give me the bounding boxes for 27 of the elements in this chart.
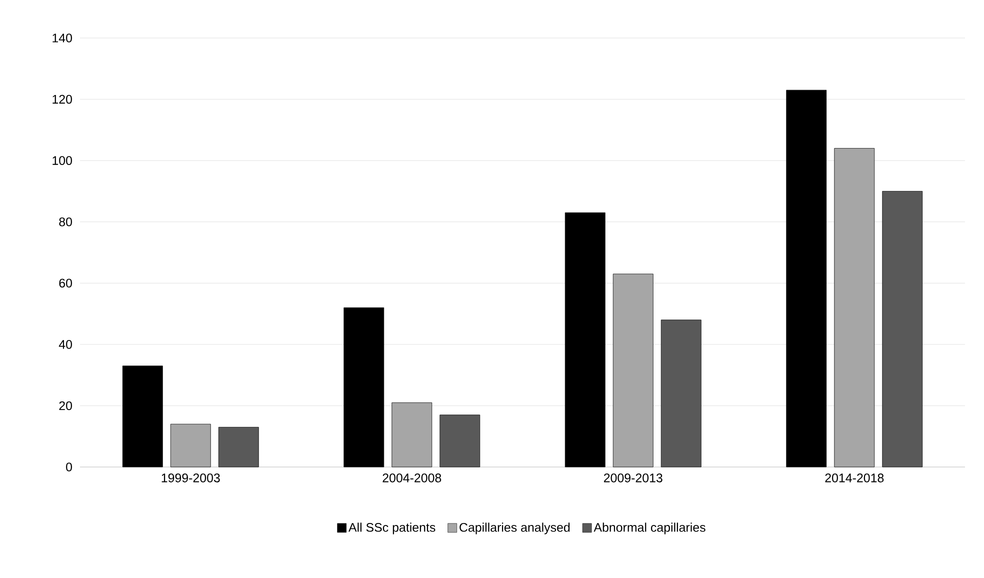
y-tick-label: 80 [59,217,72,226]
bar [882,191,923,468]
y-tick-label: 120 [52,94,72,104]
bar [170,424,211,468]
bar [834,148,875,468]
y-tick-label: 40 [58,340,72,349]
bar [392,402,432,468]
y-tick-label: 0 [66,462,72,472]
y-tick-label: 100 [52,156,72,165]
bar [344,307,384,468]
y-tick-label: 60 [59,278,72,288]
bar [660,320,702,468]
x-tick-label: 2004-2008 [382,474,442,482]
legend-label: Capillaries analysed [460,522,570,534]
x-tick-label: 2014-2018 [825,474,884,482]
bar [218,426,259,468]
bar [612,274,654,468]
bar [786,90,827,468]
y-tick-label: 140 [52,34,72,42]
x-tick-label: 2009-2013 [604,474,662,482]
legend-label: All SSc patients [348,522,436,534]
bar [564,212,606,468]
bar [440,414,480,468]
bar [122,366,163,468]
legend-label: Abnormal capillaries [594,522,706,534]
x-tick-label: 1999-2003 [162,474,220,482]
y-tick-label: 20 [59,401,72,410]
